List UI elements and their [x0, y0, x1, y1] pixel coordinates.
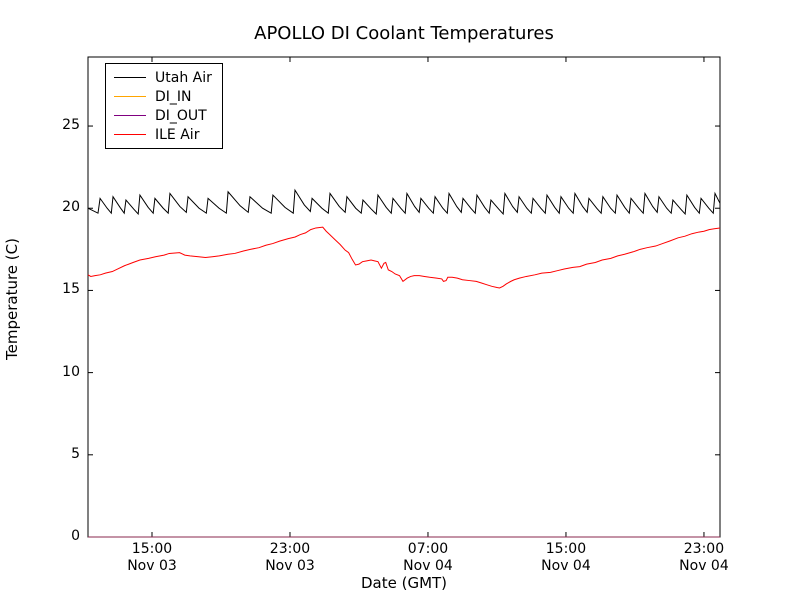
x-tick-label-date: Nov 04: [403, 558, 453, 574]
x-tick-label-time: 07:00: [407, 541, 449, 557]
y-axis-label: Temperature (C): [3, 238, 21, 360]
legend-line-sample: [114, 77, 146, 78]
legend-item: DI_OUT: [114, 106, 212, 125]
legend-label: Utah Air: [155, 69, 212, 86]
series-line-ile-air: [87, 226, 721, 289]
legend: Utah Air DI_IN DI_OUT ILE Air: [105, 63, 223, 149]
x-tick-label-time: 23:00: [683, 541, 725, 557]
x-tick-label-time: 15:00: [131, 541, 173, 557]
legend-item: Utah Air: [114, 68, 212, 87]
legend-label: ILE Air: [155, 126, 200, 143]
x-tick-label-time: 23:00: [269, 541, 311, 557]
y-tick-label: 5: [71, 445, 80, 462]
legend-line-sample: [114, 96, 146, 97]
legend-label: DI_OUT: [155, 107, 207, 124]
y-tick-label: 0: [71, 528, 80, 544]
legend-line-sample: [114, 134, 146, 135]
x-tick-label-time: 15:00: [545, 541, 587, 557]
x-axis-label: Date (GMT): [360, 574, 448, 592]
x-tick-label-date: Nov 03: [265, 558, 315, 574]
y-tick-label: 25: [62, 117, 80, 134]
series-line-utah-air: [87, 188, 721, 216]
legend-label: DI_IN: [155, 88, 192, 105]
x-tick-label-date: Nov 04: [541, 558, 591, 574]
legend-item: ILE Air: [114, 125, 212, 144]
legend-item: DI_IN: [114, 87, 212, 106]
legend-line-sample: [114, 115, 146, 116]
y-tick-label: 15: [62, 281, 80, 298]
y-tick-label: 20: [62, 199, 80, 216]
x-tick-label-date: Nov 04: [679, 558, 729, 574]
y-tick-label: 10: [62, 363, 80, 380]
x-tick-label-date: Nov 03: [127, 558, 177, 574]
chart-title: APOLLO DI Coolant Temperatures: [254, 23, 554, 44]
